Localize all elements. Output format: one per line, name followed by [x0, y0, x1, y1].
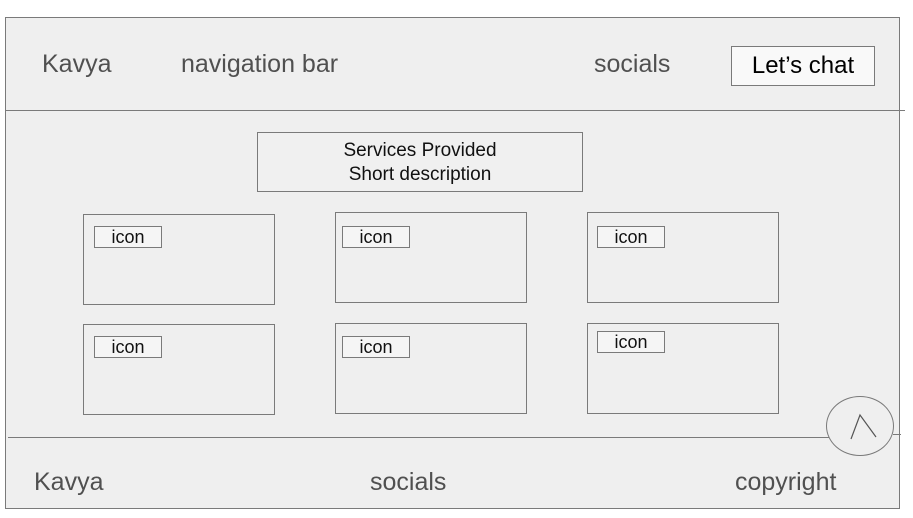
services-heading-box: Services Provided Short description	[257, 132, 583, 192]
caret-up-icon	[850, 413, 877, 440]
services-description: Short description	[348, 164, 492, 185]
service-icon: icon	[94, 226, 162, 248]
service-card[interactable]: icon	[335, 212, 527, 303]
service-card[interactable]: icon	[83, 214, 275, 305]
footer-divider-end	[893, 434, 901, 435]
header-socials[interactable]: socials	[594, 50, 671, 78]
scroll-to-top-button[interactable]	[826, 396, 894, 456]
footer-copyright: copyright	[735, 468, 837, 496]
service-icon: icon	[597, 331, 665, 353]
footer-brand[interactable]: Kavya	[34, 468, 104, 496]
services-title: Services Provided	[343, 140, 497, 161]
service-card[interactable]: icon	[587, 323, 779, 414]
navigation-bar[interactable]: navigation bar	[181, 50, 339, 78]
service-card[interactable]: icon	[83, 324, 275, 415]
service-icon: icon	[597, 226, 665, 248]
header-divider	[5, 110, 905, 111]
footer-divider	[8, 437, 830, 438]
lets-chat-button[interactable]: Let’s chat	[731, 46, 875, 86]
service-icon: icon	[342, 336, 410, 358]
service-icon: icon	[342, 226, 410, 248]
service-card[interactable]: icon	[335, 323, 527, 414]
header-brand[interactable]: Kavya	[42, 50, 112, 78]
footer-socials[interactable]: socials	[370, 468, 447, 496]
service-card[interactable]: icon	[587, 212, 779, 303]
service-icon: icon	[94, 336, 162, 358]
